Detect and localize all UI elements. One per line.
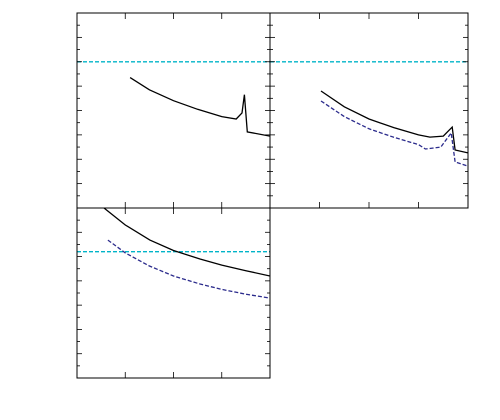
axes-frame — [76, 207, 271, 379]
series-line — [320, 90, 468, 154]
axes-frame — [76, 12, 271, 209]
axes-frame — [269, 12, 469, 209]
panel — [76, 12, 271, 209]
series-line — [129, 77, 270, 137]
series-line — [103, 208, 270, 277]
panel — [76, 207, 271, 379]
series-line — [320, 100, 468, 167]
panel — [269, 12, 469, 209]
series-line — [107, 239, 270, 299]
